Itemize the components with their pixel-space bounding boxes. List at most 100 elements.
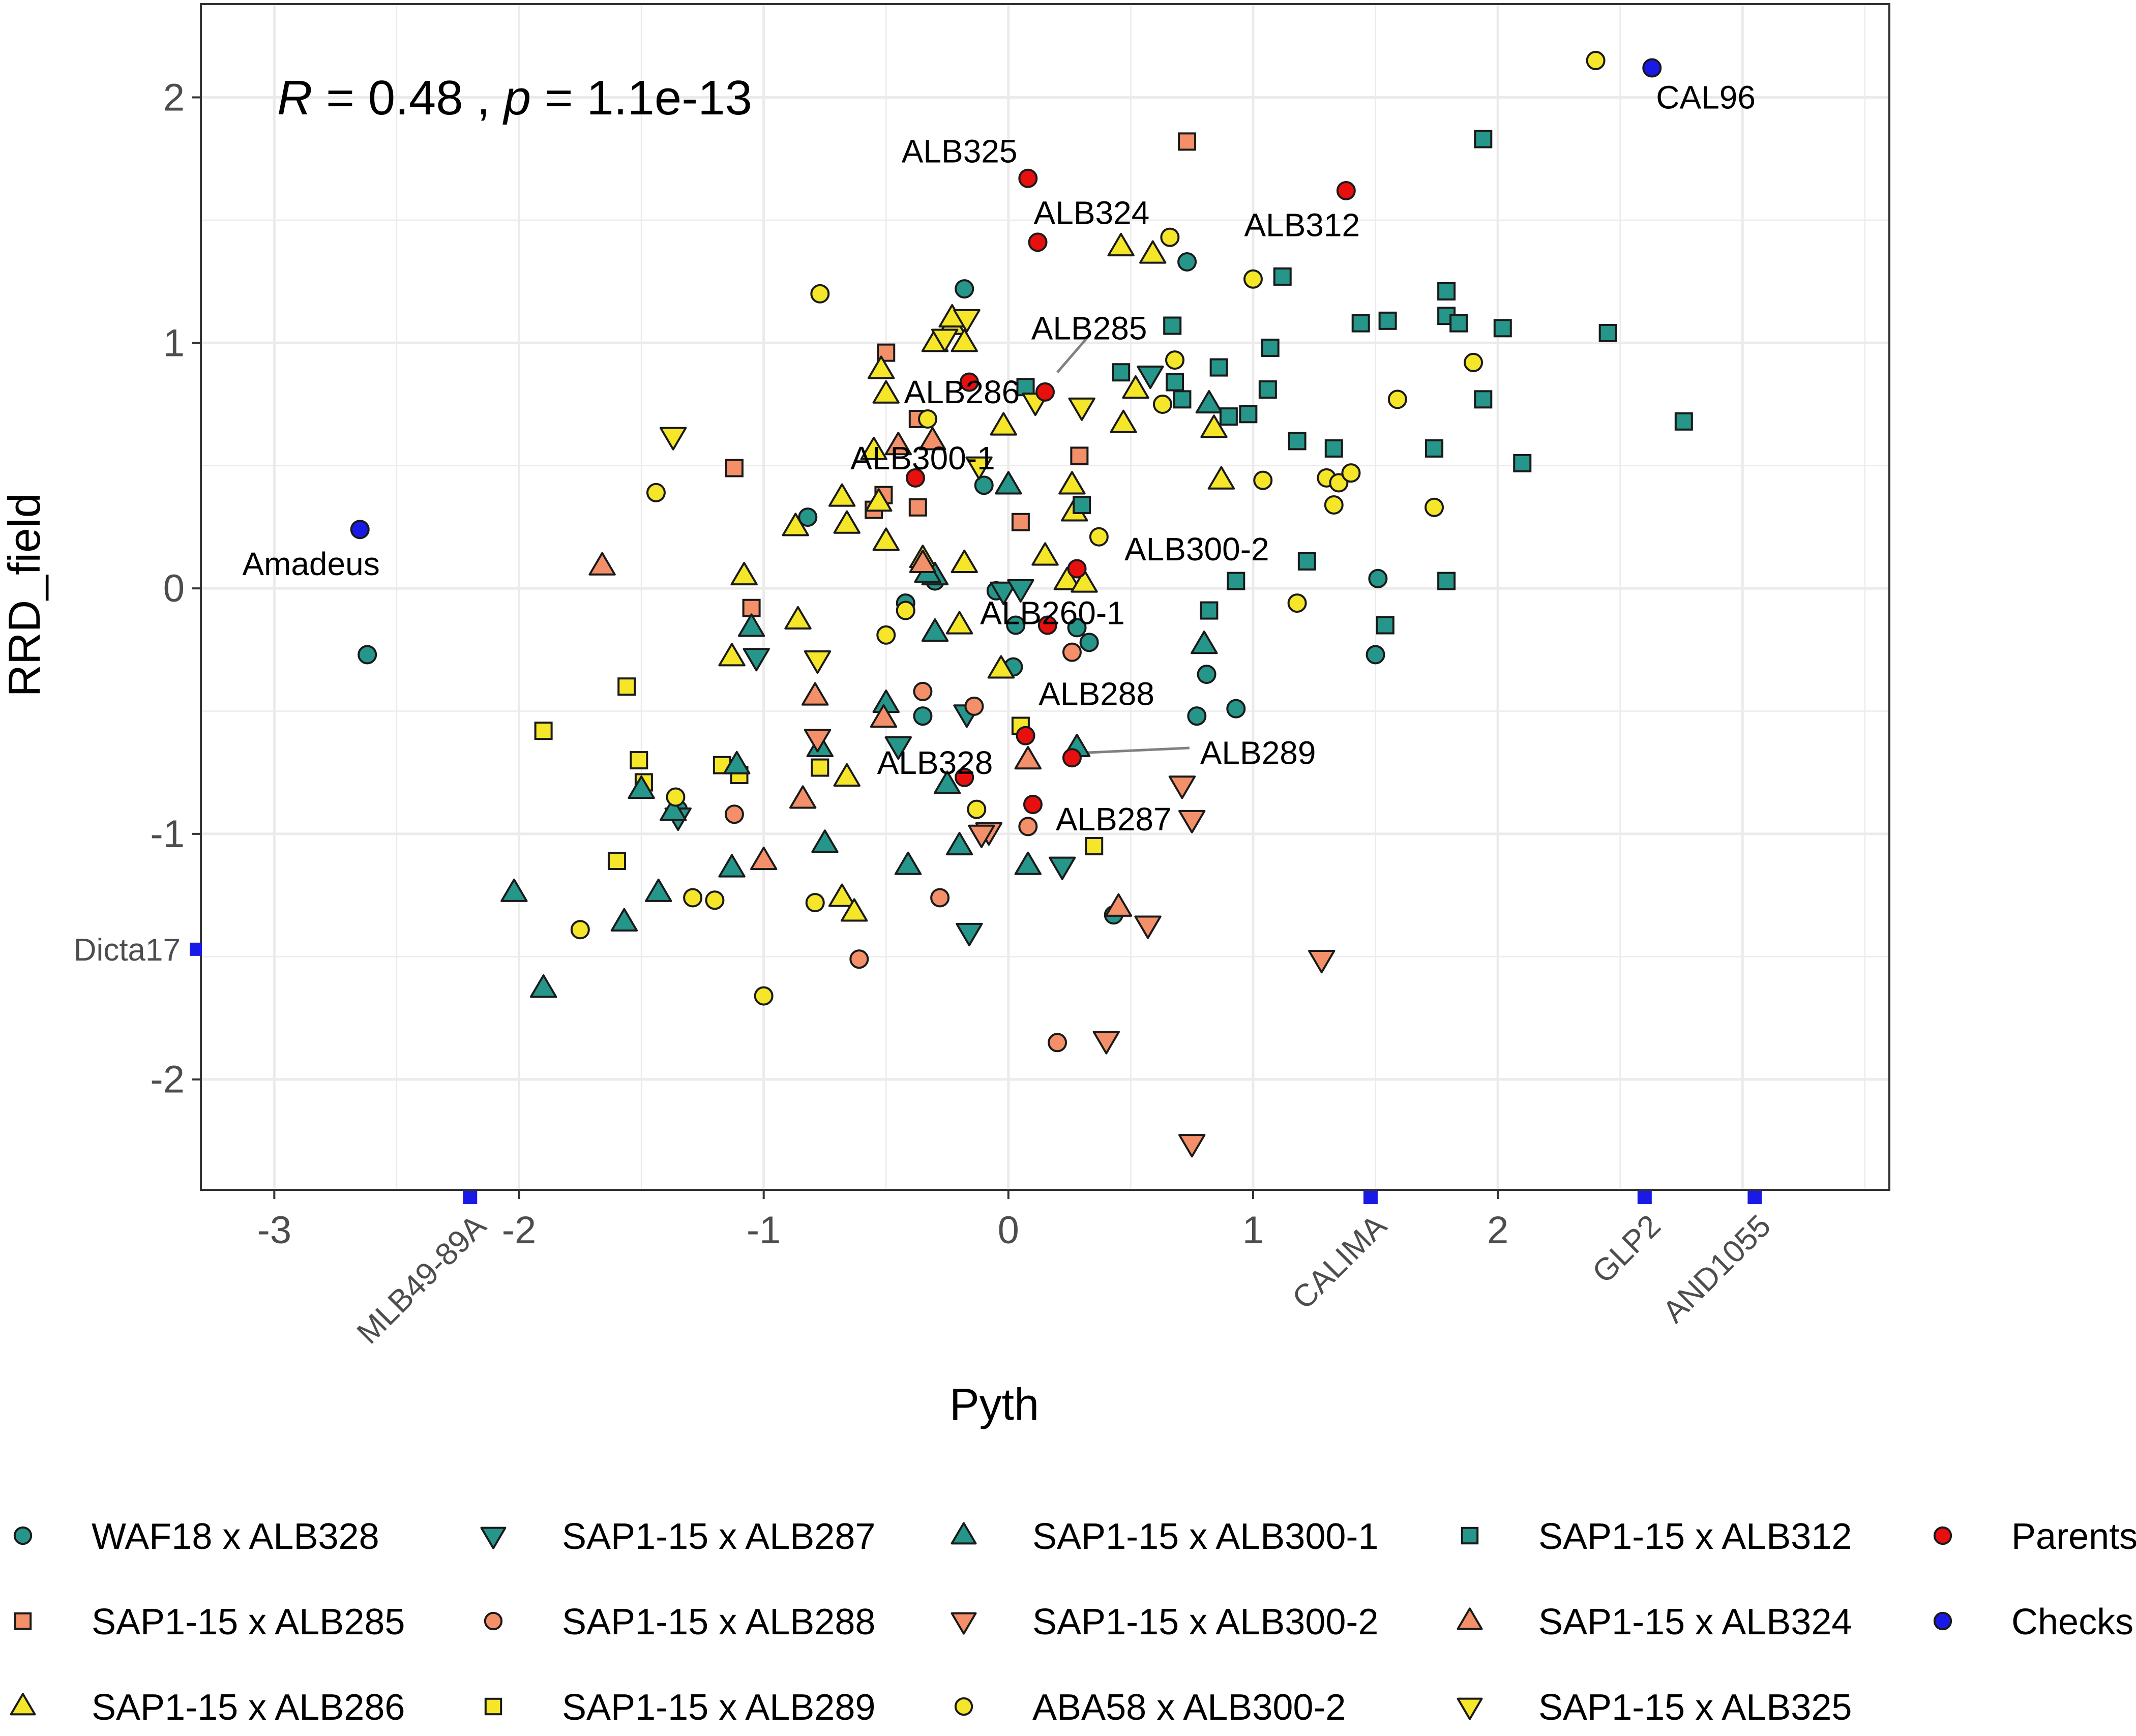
data-point xyxy=(1166,373,1184,392)
data-point xyxy=(1464,352,1484,372)
data-point xyxy=(1425,497,1444,517)
data-point xyxy=(1178,132,1197,151)
legend-key xyxy=(1457,1607,1483,1630)
data-point xyxy=(870,704,898,728)
data-point xyxy=(1070,446,1089,465)
legend-label: SAP1-15 x ALB325 xyxy=(1538,1687,1852,1728)
x-tick-label: -2 xyxy=(502,1209,537,1252)
data-point xyxy=(1297,552,1316,571)
data-point xyxy=(1107,232,1135,257)
data-point xyxy=(951,549,978,573)
stat-r-symbol: R xyxy=(277,71,312,125)
point-label: ALB288 xyxy=(1039,676,1154,712)
data-point xyxy=(1258,380,1277,399)
data-point xyxy=(1387,390,1407,409)
data-point xyxy=(965,456,993,480)
data-point xyxy=(1079,633,1099,652)
data-point xyxy=(1187,706,1207,726)
data-point xyxy=(1273,267,1292,286)
check-tick-x-marker xyxy=(1363,1191,1378,1204)
y-tick-label: 0 xyxy=(163,567,185,610)
legend-item: ABA58 x ALB300-2 xyxy=(954,1687,1346,1728)
data-point xyxy=(570,920,590,940)
data-point xyxy=(1035,382,1055,402)
data-point xyxy=(1073,495,1091,514)
data-point xyxy=(789,785,817,809)
data-point xyxy=(876,625,896,645)
data-point xyxy=(802,682,829,706)
data-point xyxy=(1134,915,1162,939)
data-point xyxy=(1007,579,1034,603)
data-point xyxy=(1110,409,1137,433)
check-tick-x-marker xyxy=(1747,1191,1762,1204)
legend-label: SAP1-15 x ALB300-2 xyxy=(1032,1602,1378,1642)
data-point xyxy=(529,974,557,998)
legend-key xyxy=(954,1697,973,1716)
data-point xyxy=(860,436,887,460)
data-point xyxy=(987,655,1015,679)
data-point xyxy=(805,893,825,913)
point-labels: ALB325 ALB324 ALB312 ALB285 ALB286 ALB300-1 AL… xyxy=(242,79,1756,837)
legend-key xyxy=(1457,1697,1483,1720)
legend-item: SAP1-15 x ALB300-2 xyxy=(951,1602,1378,1642)
data-point xyxy=(1062,748,1082,768)
data-point xyxy=(1173,390,1192,409)
data-point xyxy=(833,763,861,787)
point-label: Amadeus xyxy=(242,546,379,582)
legend-item: WAF18 x ALB328 xyxy=(13,1516,379,1557)
data-point xyxy=(730,561,758,586)
data-point xyxy=(974,475,994,495)
legend-label: SAP1-15 x ALB285 xyxy=(92,1602,405,1642)
data-point xyxy=(1062,642,1082,662)
series-group xyxy=(664,365,1164,947)
check-tick-x-marker xyxy=(463,1191,478,1204)
data-point xyxy=(725,459,744,477)
legend-label: SAP1-15 x ALB287 xyxy=(562,1516,875,1557)
data-point xyxy=(967,799,987,819)
legend-item: SAP1-15 x ALB287 xyxy=(480,1516,875,1557)
data-point xyxy=(896,601,915,620)
data-point xyxy=(872,527,900,551)
y-tick-label: 2 xyxy=(163,76,185,119)
data-point xyxy=(872,380,900,404)
check-tick-x-marker xyxy=(1637,1191,1652,1204)
data-point xyxy=(723,751,751,774)
legend-item: Checks xyxy=(1933,1602,2133,1642)
data-point xyxy=(918,409,938,429)
data-point xyxy=(1207,466,1235,490)
data-point xyxy=(718,854,746,878)
data-point xyxy=(705,890,725,910)
data-point xyxy=(1351,314,1370,333)
legend-key xyxy=(1461,1527,1479,1545)
data-point xyxy=(1068,397,1095,421)
data-point xyxy=(1425,439,1444,458)
data-point xyxy=(804,729,832,753)
data-point xyxy=(1197,665,1217,684)
series-group xyxy=(350,58,1662,540)
data-point xyxy=(1474,390,1493,409)
data-point xyxy=(1437,572,1456,590)
legend-label: SAP1-15 x ALB289 xyxy=(562,1687,875,1728)
data-point xyxy=(909,549,937,573)
legend-label: SAP1-15 x ALB324 xyxy=(1538,1602,1852,1642)
legend-item: SAP1-15 x ALB285 xyxy=(14,1602,405,1642)
point-label: ALB300-1 xyxy=(850,440,995,476)
data-point xyxy=(659,797,687,821)
data-point xyxy=(1177,252,1197,272)
legend-label: Parents xyxy=(2011,1516,2136,1557)
data-point xyxy=(630,751,648,770)
data-point xyxy=(1437,282,1456,301)
data-point xyxy=(1137,365,1164,390)
y-tick-label: -1 xyxy=(150,813,185,856)
data-point xyxy=(1085,837,1104,856)
data-point xyxy=(931,328,959,352)
data-point xyxy=(1200,414,1228,438)
data-point xyxy=(500,878,528,902)
data-point xyxy=(1160,227,1180,247)
data-point xyxy=(1209,358,1228,377)
legend-key xyxy=(484,1611,503,1631)
data-point xyxy=(1048,1033,1067,1053)
data-point xyxy=(908,498,927,517)
data-point xyxy=(782,513,809,536)
